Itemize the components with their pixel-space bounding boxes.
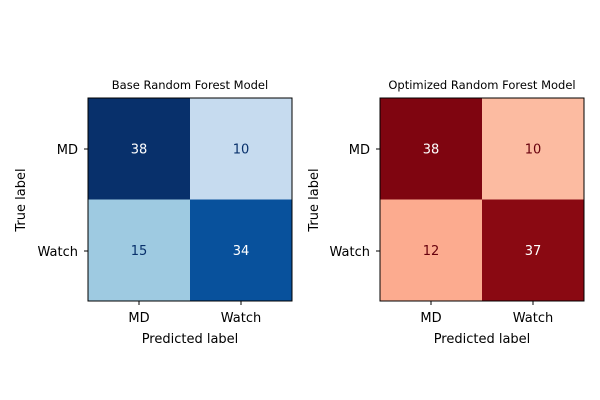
heatmap-cell	[482, 199, 584, 301]
chart-title-base: Base Random Forest Model	[112, 78, 268, 92]
plot-frame-optimized	[379, 97, 585, 302]
confusion-matrix-optimized: Optimized Random Forest Model 38 10 12 37 M…	[307, 78, 585, 347]
heatmap-cell	[482, 98, 584, 200]
heatmap-cell	[380, 98, 482, 200]
cell-value-label: 10	[233, 142, 250, 157]
heatmap-cell	[88, 98, 190, 200]
x-axis-label-base: Predicted label	[142, 332, 239, 347]
heatmap-cells-optimized: 38 10 12 37	[380, 98, 584, 301]
heatmap-cells-base: 38 10 15 34	[88, 98, 292, 301]
y-tick-label: Watch	[38, 245, 78, 260]
y-axis-label-base: True label	[14, 168, 29, 232]
cell-value-label: 38	[423, 142, 440, 157]
cell-value-label: 37	[525, 244, 542, 259]
x-axis-label-optimized: Predicted label	[434, 332, 531, 347]
cell-value-label: 12	[423, 244, 440, 259]
y-tick-label: MD	[57, 143, 78, 158]
y-tick-label: Watch	[330, 245, 370, 260]
cell-value-label: 38	[131, 142, 148, 157]
heatmap-cell	[88, 199, 190, 301]
heatmap-cell	[380, 199, 482, 301]
heatmap-cell	[190, 199, 292, 301]
x-tick-label: Watch	[221, 311, 261, 326]
heatmap-cell	[190, 98, 292, 200]
y-tick-label: MD	[349, 143, 370, 158]
x-tick-label: Watch	[513, 311, 553, 326]
chart-title-optimized: Optimized Random Forest Model	[388, 78, 575, 92]
cell-value-label: 15	[131, 244, 148, 259]
confusion-matrix-base: Base Random Forest Model 38 10 15 34 MD Wat…	[14, 78, 293, 347]
y-axis-label-optimized: True label	[307, 168, 322, 232]
plot-frame-base	[87, 97, 293, 302]
cell-value-label: 34	[233, 244, 250, 259]
cell-value-label: 10	[525, 142, 542, 157]
x-tick-label: MD	[420, 311, 441, 326]
x-tick-label: MD	[128, 311, 149, 326]
